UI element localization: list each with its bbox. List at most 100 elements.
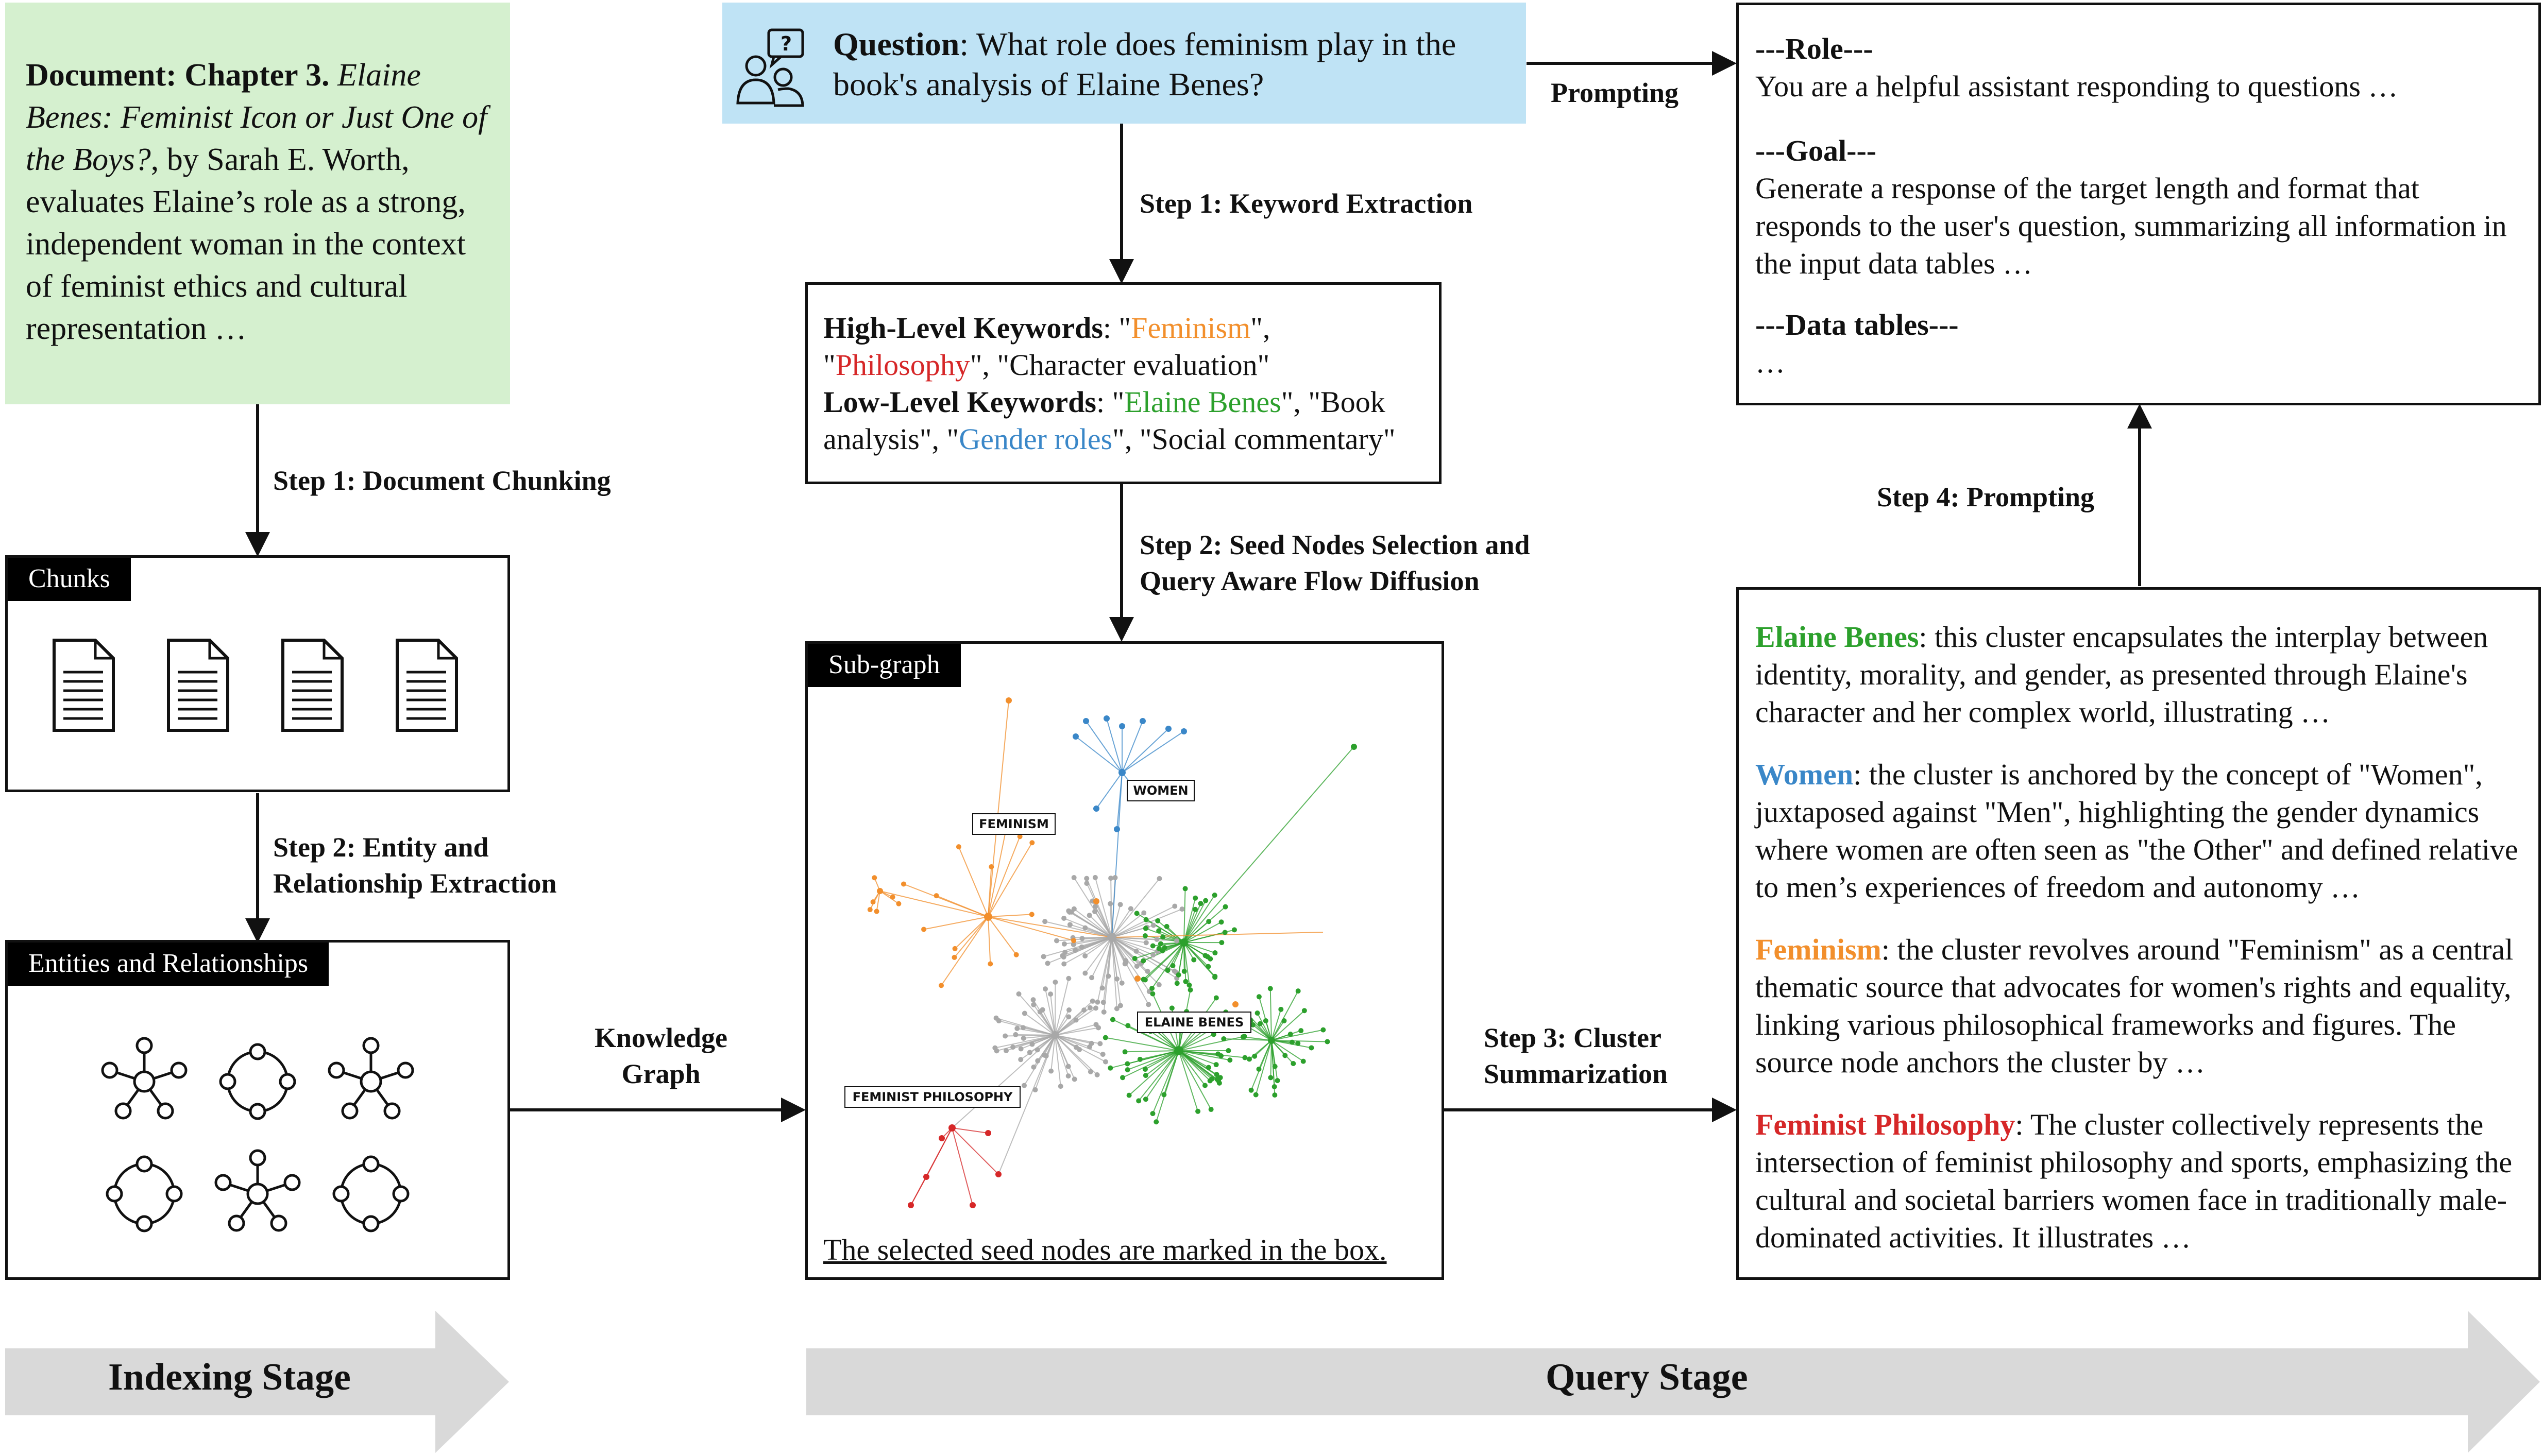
graph-node <box>1215 1051 1221 1057</box>
graph-node <box>1048 1068 1054 1074</box>
graph-edge <box>1183 888 1186 943</box>
graph-node <box>872 875 877 881</box>
graph-edge <box>1055 1019 1077 1036</box>
graph-node <box>1077 1047 1082 1052</box>
graph-node <box>1048 991 1054 997</box>
graph-node <box>952 954 957 960</box>
graph-node <box>1071 875 1077 880</box>
graph-edge <box>1111 905 1175 938</box>
graph-node <box>984 913 992 921</box>
step-keyword-extraction: Step 1: Keyword Extraction <box>1140 188 1473 219</box>
graph-node <box>1079 944 1084 950</box>
graph-node <box>1119 723 1125 729</box>
graph-node <box>1045 961 1050 966</box>
graph-node <box>1093 904 1098 910</box>
graph-edge <box>1055 1035 1104 1055</box>
graph-node <box>1155 918 1161 923</box>
graph-edge <box>1055 1035 1092 1044</box>
graph-edge <box>1163 1050 1179 1095</box>
graph-edge <box>1086 878 1112 938</box>
graph-node <box>1300 1058 1306 1064</box>
goal-heading: ---Goal--- <box>1755 134 1877 167</box>
graph-edge <box>1068 910 1112 938</box>
graph-edge <box>1271 1010 1305 1041</box>
graph-edge <box>1045 988 1056 1036</box>
graph-node <box>1145 968 1150 974</box>
graph-node <box>1242 1055 1248 1060</box>
graph-edge <box>988 916 1017 955</box>
graph-edge <box>1111 912 1144 938</box>
graph-edge <box>1258 1040 1272 1070</box>
graph-node <box>1053 979 1058 985</box>
graph-node <box>1256 1066 1262 1072</box>
graph-icons <box>8 943 507 1277</box>
graph-node <box>1240 1034 1246 1040</box>
graph-node <box>1031 1002 1037 1007</box>
graph-node <box>1268 1075 1274 1081</box>
graph-node <box>1143 917 1149 922</box>
graph-node <box>1087 913 1092 918</box>
graph-edge <box>1145 942 1184 981</box>
graph-edge <box>1075 736 1123 773</box>
graph-node <box>1112 875 1118 881</box>
graph-node <box>1250 1022 1256 1027</box>
graph-edge <box>1012 1035 1056 1048</box>
graph-node <box>1117 1003 1123 1008</box>
graph-node <box>1093 806 1099 812</box>
knowledge-graph-label: Knowledge Graph <box>594 1022 727 1089</box>
graph-node <box>1206 1065 1211 1070</box>
graph-node <box>1150 1111 1156 1117</box>
query-stage-label: Query Stage <box>1546 1356 1748 1398</box>
graph-node <box>1278 1006 1284 1012</box>
document-icon <box>53 639 115 732</box>
graph-edge <box>1271 1040 1294 1064</box>
graph-node <box>1021 1083 1027 1088</box>
graph-edge <box>1178 1050 1245 1058</box>
graph-node <box>1122 1049 1128 1055</box>
graph-edge <box>1111 937 1123 983</box>
graph-edge <box>1178 1050 1206 1086</box>
graph-edge <box>1089 915 1112 938</box>
graph-node <box>948 1124 956 1132</box>
graph-node <box>1157 876 1162 881</box>
graph-edge <box>1178 1034 1214 1051</box>
graph-node <box>1162 945 1167 950</box>
step-cluster-summarization: Step 3: Cluster Summarization <box>1484 1022 1668 1089</box>
label-feminist-philosophy: FEMINIST PHILOSOPHY <box>853 1090 1013 1104</box>
graph-node <box>1134 911 1140 916</box>
graph-node <box>1223 904 1228 910</box>
graph-node <box>1247 1056 1252 1062</box>
graph-edge <box>1111 908 1131 938</box>
graph-edge <box>1271 990 1299 1041</box>
graph-edge <box>1055 1035 1075 1080</box>
graph-edge <box>1271 1040 1276 1067</box>
graph-node <box>1073 948 1078 953</box>
graph-node <box>1174 1046 1183 1055</box>
graph-node <box>1029 912 1035 917</box>
graph-edge <box>1039 1012 1056 1036</box>
graph-node <box>1253 1092 1259 1098</box>
graph-node <box>1198 901 1203 906</box>
graph-node <box>1272 1092 1278 1098</box>
graph-node <box>1298 1028 1304 1034</box>
graph-node <box>1041 954 1046 960</box>
label-elaine-benes: ELAINE BENES <box>1145 1015 1244 1030</box>
graph-edge <box>952 1127 973 1206</box>
cluster-feminism: Feminism: the cluster revolves around "F… <box>1755 933 2514 1079</box>
graph-node <box>1043 986 1048 992</box>
cluster-women: Women: the cluster is anchored by the co… <box>1755 758 2518 904</box>
graph-node <box>956 844 961 850</box>
role-heading: ---Role--- <box>1755 32 1873 65</box>
graph-node <box>1143 926 1148 931</box>
graph-node <box>992 1045 998 1051</box>
graph-node <box>1156 982 1162 987</box>
graph-edge <box>1122 728 1169 773</box>
graph-node <box>1079 936 1085 941</box>
entities-box: Entities and Relationships <box>5 940 510 1280</box>
graph-node <box>1212 950 1218 956</box>
graph-node <box>1071 941 1076 947</box>
graph-node <box>1107 933 1116 942</box>
graph-node <box>1160 934 1166 940</box>
graph-node <box>1143 940 1149 946</box>
